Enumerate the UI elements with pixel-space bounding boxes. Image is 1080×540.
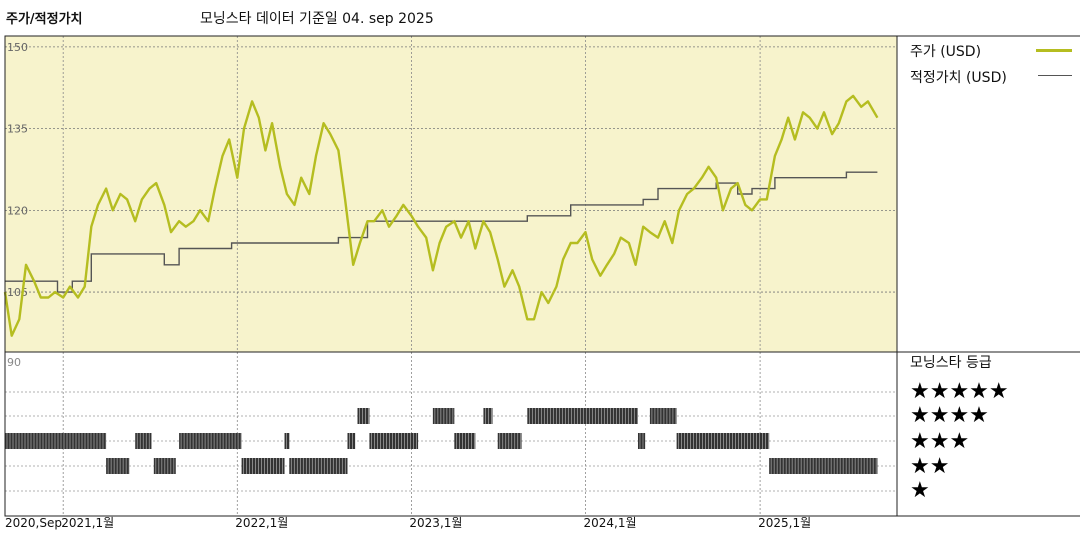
x-tick-label: 2023,1월 <box>409 516 462 530</box>
chart-title: 주가/적정가치 <box>6 12 83 27</box>
rating-bar <box>347 433 356 449</box>
x-tick-label: 2020,Sep <box>5 516 62 530</box>
rating-bar <box>106 458 130 474</box>
rating-level-5-stars: ★★★★★ <box>910 379 1009 404</box>
rating-level-2-stars: ★★ <box>910 454 950 479</box>
rating-bar <box>5 433 107 449</box>
rating-bar <box>284 433 290 449</box>
x-tick-label: 2021,1월 <box>61 516 114 530</box>
legend-price-swatch <box>1036 49 1072 52</box>
legend-fair-swatch <box>1038 75 1072 76</box>
rating-bar <box>357 408 370 424</box>
rating-bar <box>369 433 419 449</box>
y-tick-label: 105 <box>7 286 28 299</box>
x-tick-label: 2024,1월 <box>584 516 637 530</box>
y-tick-labels: 150 135 120 105 90 <box>7 41 28 369</box>
rating-bar <box>497 433 522 449</box>
y-tick-label: 135 <box>7 123 28 136</box>
rating-level-3-stars: ★★★ <box>910 429 970 454</box>
legend-fair-label: 적정가치 (USD) <box>910 70 1007 86</box>
chart-subtitle: 모닝스타 데이터 기준일 04. sep 2025 <box>200 11 434 27</box>
chart-frame <box>4 35 1080 517</box>
rating-bar <box>454 433 476 449</box>
x-tick-labels: 2020,Sep 2021,1월 2022,1월 2023,1월 2024,1월 2025… <box>5 516 811 530</box>
rating-level-4-stars: ★★★★ <box>910 403 989 428</box>
rating-bar <box>241 458 285 474</box>
rating-level-1-star: ★ <box>910 478 930 503</box>
rating-axis-label: 90 <box>7 356 21 369</box>
x-tick-label: 2022,1월 <box>235 516 288 530</box>
rating-bar <box>769 458 878 474</box>
rating-bars <box>5 408 878 474</box>
x-tick-label: 2025,1월 <box>758 516 811 530</box>
legend-price-label: 주가 (USD) <box>910 44 982 60</box>
series-lines <box>3 94 879 337</box>
price-panel-background <box>5 36 897 352</box>
fair-value-line <box>5 171 878 293</box>
y-tick-label: 120 <box>7 204 28 217</box>
rating-bar <box>527 408 638 424</box>
y-tick-label: 150 <box>7 41 28 54</box>
rating-panel-title: 모닝스타 등급 <box>910 355 992 371</box>
price-line <box>3 94 879 337</box>
rating-bar <box>637 433 646 449</box>
rating-bar <box>483 408 493 424</box>
horizontal-gridlines <box>5 46 897 293</box>
